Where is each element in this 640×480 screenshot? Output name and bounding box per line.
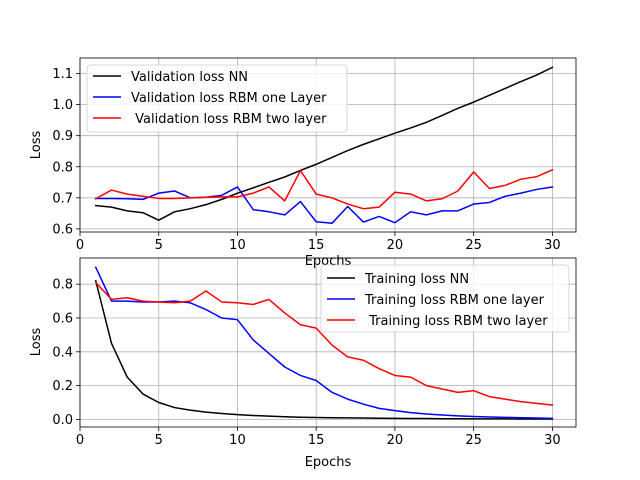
validation-x-tick-label: 0 <box>76 238 84 253</box>
training-x-tick-label: 15 <box>308 433 325 448</box>
training-x-tick-label: 10 <box>229 433 246 448</box>
training-series-line-2 <box>94 281 554 406</box>
validation-legend-label-nn: Validation loss NN <box>131 70 248 85</box>
validation-y-tick-label: 0.6 <box>52 222 73 237</box>
training-loss-subplot: Epochs Loss Training loss NN Training lo… <box>29 257 577 470</box>
validation-y-tick-label: 0.7 <box>52 191 73 206</box>
training-legend: Training loss NN Training loss RBM one l… <box>320 264 570 333</box>
validation-legend-label-rbm-two: Validation loss RBM two layer <box>131 112 327 127</box>
validation-legend-box <box>86 64 348 133</box>
validation-y-tick-label: 1.1 <box>52 67 73 82</box>
validation-legend-label-rbm-one: Validation loss RBM one Layer <box>131 91 327 106</box>
training-legend-label-rbm-two: Training loss RBM two layer <box>365 314 548 329</box>
validation-legend: Validation loss NN Validation loss RBM o… <box>86 64 348 133</box>
training-y-tick-label: 0.4 <box>52 345 73 360</box>
validation-x-tick-label: 25 <box>465 238 482 253</box>
training-legend-label-nn: Training loss NN <box>364 272 469 287</box>
validation-x-tick-label: 30 <box>544 238 561 253</box>
validation-y-tick-label: 0.8 <box>52 160 73 175</box>
training-x-tick-label: 5 <box>155 433 163 448</box>
validation-series-line-2 <box>94 168 554 210</box>
validation-y-tick-label: 1.0 <box>52 98 73 113</box>
training-y-tick-label: 0.6 <box>52 311 73 326</box>
training-x-axis-label: Epochs <box>305 455 352 470</box>
validation-loss-subplot: Epochs Loss Validation loss NN Validatio… <box>29 57 577 269</box>
training-x-tick-label: 20 <box>387 433 404 448</box>
training-y-tick-label: 0.0 <box>52 413 73 428</box>
validation-y-tick-label: 0.9 <box>52 129 73 144</box>
validation-x-tick-label: 10 <box>229 238 246 253</box>
validation-series-line-0 <box>94 66 554 221</box>
training-x-tick-label: 30 <box>544 433 561 448</box>
training-plot-frame <box>79 257 577 428</box>
validation-series-line-1 <box>95 186 554 225</box>
validation-x-tick-label: 5 <box>155 238 163 253</box>
validation-x-tick-label: 15 <box>308 238 325 253</box>
training-series-line-1 <box>94 266 554 420</box>
training-x-tick-label: 25 <box>465 433 482 448</box>
validation-x-tick-label: 20 <box>387 238 404 253</box>
training-legend-box <box>320 264 570 333</box>
training-x-tick-label: 0 <box>76 433 84 448</box>
training-legend-label-rbm-one: Training loss RBM one layer <box>364 293 545 308</box>
training-series-line-0 <box>94 279 554 420</box>
validation-plot-frame <box>79 57 577 233</box>
validation-y-axis-label: Loss <box>29 131 44 160</box>
training-y-tick-label: 0.8 <box>52 278 73 293</box>
training-y-axis-label: Loss <box>29 328 44 357</box>
training-y-tick-label: 0.2 <box>52 379 73 394</box>
